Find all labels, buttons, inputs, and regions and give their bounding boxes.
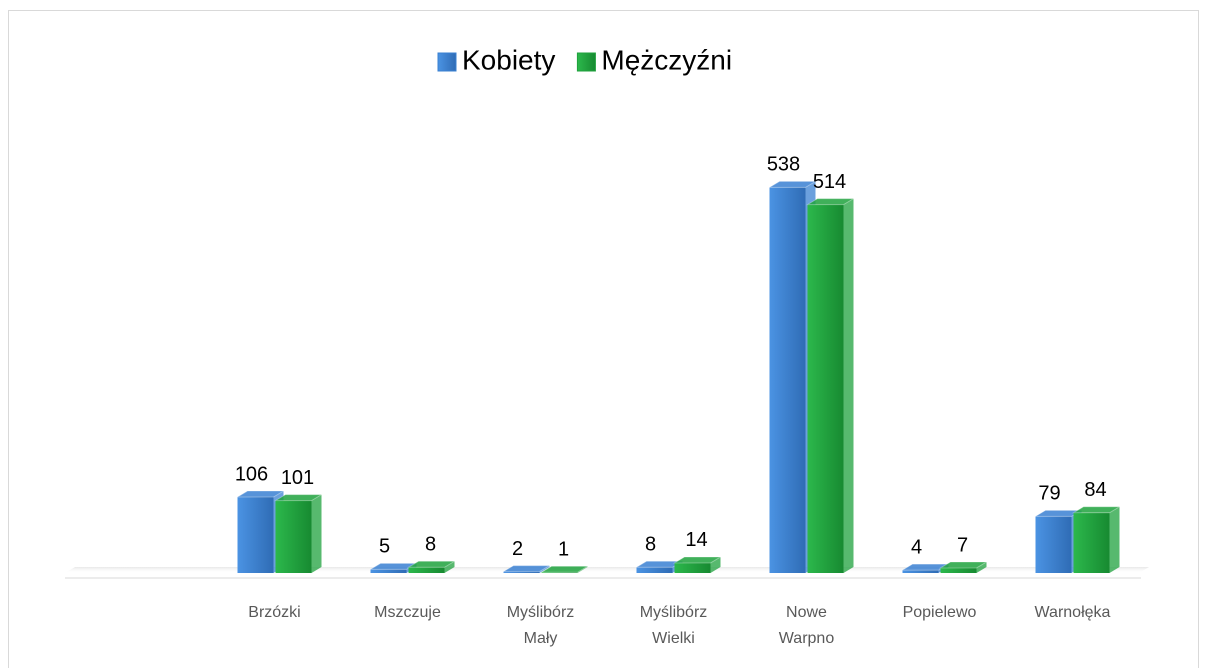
data-label: 14	[685, 529, 707, 551]
data-label: 79	[1038, 483, 1060, 505]
x-tick-label: Mszczuje	[374, 604, 441, 621]
bar-side	[710, 556, 721, 573]
bar-side	[1109, 506, 1120, 573]
chart-border	[8, 10, 1199, 668]
data-label: 1	[558, 539, 569, 561]
data-label: 7	[957, 534, 968, 556]
bar-top	[235, 490, 286, 498]
data-label: 84	[1084, 479, 1106, 501]
legend-swatch	[576, 52, 596, 72]
x-tick-label: Nowe Warpno	[778, 604, 835, 647]
floor	[65, 567, 1149, 573]
bar-side	[311, 494, 322, 573]
bar	[1073, 512, 1110, 573]
bar-side	[577, 566, 588, 573]
bar-top	[406, 560, 457, 568]
data-label: 8	[425, 534, 436, 556]
x-tick-label: Brzózki	[248, 604, 301, 621]
legend-label: Mężczyźni	[601, 44, 732, 75]
bar	[902, 570, 939, 573]
bar	[940, 567, 977, 573]
x-tick-label: Popielewo	[902, 604, 977, 621]
data-label: 4	[911, 536, 922, 558]
data-label: 101	[281, 467, 314, 489]
bar	[541, 572, 578, 573]
x-tick-label: Warnołęka	[1034, 604, 1111, 621]
bar-side	[444, 561, 455, 573]
bar	[408, 567, 445, 573]
bar-side	[539, 565, 550, 573]
bar-top	[501, 565, 552, 573]
bar-top	[1071, 506, 1122, 514]
bar-top	[539, 565, 590, 573]
legend-label: Kobiety	[462, 44, 555, 75]
bar	[769, 187, 806, 573]
data-label: 5	[379, 536, 390, 558]
bar-top	[273, 494, 324, 502]
bar-top	[767, 180, 818, 188]
bar	[1035, 516, 1072, 573]
bar-top	[805, 198, 856, 206]
bar	[237, 497, 274, 573]
bar	[275, 500, 312, 573]
legend-swatch	[437, 52, 457, 72]
data-label: 514	[813, 171, 846, 193]
bar-top	[672, 556, 723, 564]
data-label: 8	[645, 534, 656, 556]
bar	[807, 204, 844, 573]
data-label: 106	[235, 463, 268, 485]
x-tick-label: Myślibórz Mały	[506, 604, 575, 647]
bar	[674, 562, 711, 573]
bar-side	[843, 198, 854, 573]
bar	[636, 567, 673, 573]
bar	[370, 569, 407, 573]
x-tick-label: Myślibórz Wielki	[639, 604, 708, 647]
data-label: 2	[512, 538, 523, 560]
data-label: 538	[767, 154, 800, 176]
bar	[503, 571, 540, 573]
bar-top	[938, 561, 989, 569]
bar-side	[976, 561, 987, 573]
